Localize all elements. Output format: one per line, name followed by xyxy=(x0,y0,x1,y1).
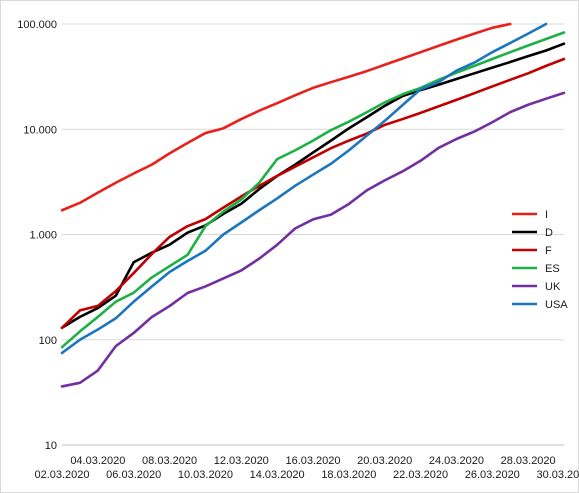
legend-label: ES xyxy=(545,263,560,275)
x-tick-label: 10.03.2020 xyxy=(178,469,233,481)
x-tick-label: 14.03.2020 xyxy=(250,469,305,481)
series-line-f xyxy=(60,57,566,330)
x-tick-label: 12.03.2020 xyxy=(214,455,269,467)
x-tick-label: 20.03.2020 xyxy=(357,455,412,467)
legend: IDF ES UK USA xyxy=(512,209,568,311)
x-tick-label: 18.03.2020 xyxy=(321,469,376,481)
y-tick-label: 10 xyxy=(45,440,57,452)
x-tick-label: 26.03.2020 xyxy=(465,469,520,481)
series-line-d xyxy=(60,42,566,330)
x-tick-label: 08.03.2020 xyxy=(142,455,197,467)
series-line-uk xyxy=(60,91,566,388)
legend-label: D xyxy=(545,227,553,239)
legend-label: USA xyxy=(545,299,568,311)
legend-label: F xyxy=(545,245,552,257)
series-line-i xyxy=(60,22,512,212)
x-tick-label: 16.03.2020 xyxy=(285,455,340,467)
x-tick-label: 02.03.2020 xyxy=(34,469,89,481)
gridlines xyxy=(62,23,564,341)
x-tick-label: 22.03.2020 xyxy=(393,469,448,481)
series-line-usa xyxy=(60,22,548,355)
x-tick-label: 28.03.2020 xyxy=(501,455,556,467)
legend-label: UK xyxy=(545,281,561,293)
x-tick-label: 24.03.2020 xyxy=(429,455,484,467)
axes: 10 100 1.000 10.000 100.000 02.03.2020 06.03.2… xyxy=(17,19,579,481)
series-lines xyxy=(60,22,566,388)
series-line-es xyxy=(60,31,566,349)
x-tick-label: 30.03.2020 xyxy=(536,469,579,481)
y-tick-label: 1.000 xyxy=(29,230,57,242)
y-tick-label: 10.000 xyxy=(23,124,57,136)
y-tick-label: 100 xyxy=(39,335,57,347)
y-tick-label: 100.000 xyxy=(17,19,57,31)
legend-label: I xyxy=(545,209,548,221)
x-tick-label: 04.03.2020 xyxy=(70,455,125,467)
x-tick-label: 06.03.2020 xyxy=(106,469,161,481)
